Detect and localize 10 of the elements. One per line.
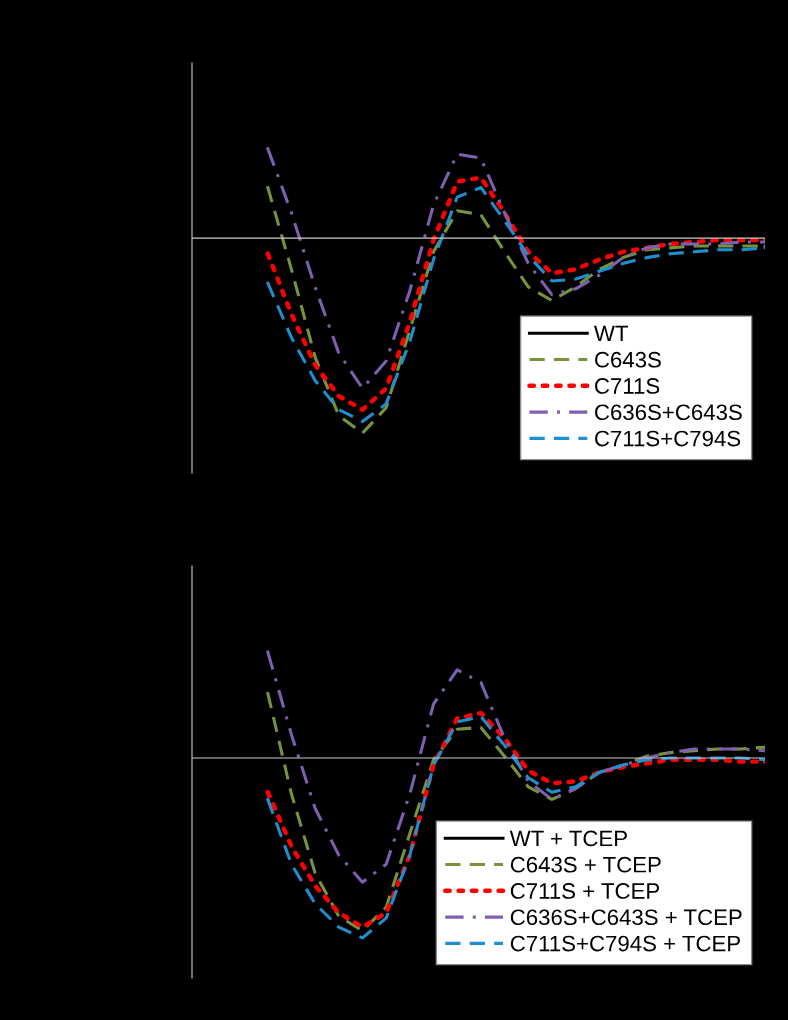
legend-label: C711S bbox=[595, 378, 660, 394]
legend-label: C643S bbox=[595, 351, 661, 368]
legend-label: C636S+C643S + TCEP bbox=[510, 909, 742, 926]
legend-label: WT + TCEP bbox=[509, 830, 627, 847]
legend-label: C711S + TCEP bbox=[510, 883, 660, 899]
legend-label: C711S+C794S + TCEP bbox=[510, 935, 740, 952]
legend-label: C643S + TCEP bbox=[510, 856, 661, 873]
legend-label: C636S+C643S bbox=[595, 404, 742, 421]
legend-label: C711S+C794S bbox=[595, 430, 741, 447]
legend-label: WT bbox=[594, 325, 628, 342]
